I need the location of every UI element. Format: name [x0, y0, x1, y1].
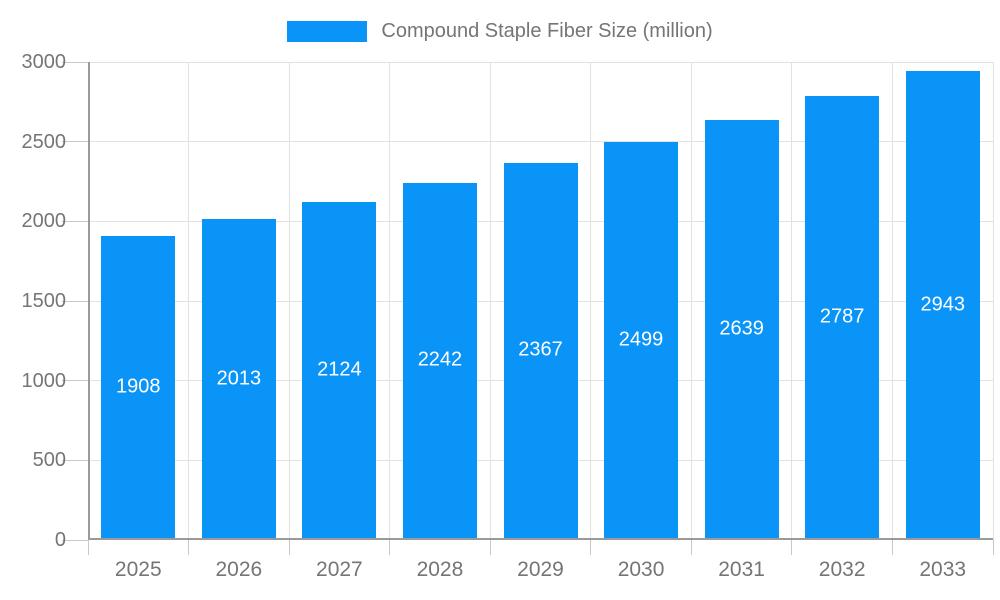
- y-gridline: [88, 141, 993, 143]
- y-tick-label: 2500: [21, 130, 67, 153]
- x-gridline: [489, 62, 491, 540]
- bar-2031: 2639: [704, 119, 779, 538]
- y-tick-label: 500: [32, 449, 66, 472]
- bar-value-label: 2013: [216, 367, 262, 390]
- bar-2033: 2943: [905, 71, 980, 538]
- x-tick-label: 2031: [718, 558, 765, 581]
- y-tick-label: 1000: [21, 369, 67, 392]
- bar-value-label: 2242: [417, 348, 463, 371]
- plot-area: 1908 2013 2124 2242 2367 2499 2639 2787 2943: [62, 61, 994, 555]
- x-tick-mark: [188, 540, 190, 555]
- y-tick-label: 3000: [21, 51, 67, 73]
- y-tick-mark: [62, 539, 88, 541]
- x-tick-label: 2029: [517, 558, 564, 581]
- x-tick-label: 2033: [919, 558, 967, 581]
- y-gridline: [88, 61, 993, 63]
- x-tick-label: 2025: [114, 558, 162, 581]
- y-tick-mark: [62, 61, 88, 63]
- bar-2029: 2367: [503, 162, 578, 538]
- x-tick-label: 2030: [617, 558, 665, 581]
- bar-2030: 2499: [604, 141, 679, 538]
- x-tick-mark: [288, 540, 290, 555]
- x-tick-label: 2028: [416, 558, 464, 581]
- y-tick-label: 0: [54, 529, 66, 551]
- y-tick-mark: [62, 459, 88, 461]
- bar-value-label: 2943: [920, 293, 965, 316]
- x-gridline: [188, 62, 190, 540]
- x-tick-label: 2026: [215, 558, 263, 581]
- bar-value-label: 2639: [719, 317, 764, 340]
- y-tick-mark: [62, 141, 88, 143]
- x-tick-mark: [590, 540, 592, 555]
- x-gridline: [389, 62, 391, 540]
- y-tick-mark: [62, 300, 88, 302]
- bar-2027: 2124: [302, 201, 377, 538]
- bar-value-label: 2367: [518, 338, 563, 361]
- x-tick-label: 2027: [316, 558, 363, 581]
- x-gridline: [891, 62, 893, 540]
- x-tick-mark: [791, 540, 793, 555]
- y-tick-mark: [62, 380, 88, 382]
- bar-value-label: 2787: [819, 305, 865, 328]
- y-tick-label: 2000: [21, 210, 67, 233]
- x-gridline: [288, 62, 290, 540]
- bar-value-label: 2499: [618, 328, 664, 351]
- x-gridline: [690, 62, 692, 540]
- bar-2028: 2242: [402, 182, 477, 538]
- y-tick-label: 1500: [21, 290, 67, 312]
- x-axis-line: [88, 538, 993, 540]
- x-gridline: [791, 62, 793, 540]
- x-tick-mark: [87, 540, 89, 555]
- bar-value-label: 1908: [116, 375, 161, 398]
- x-tick-mark: [489, 540, 491, 555]
- bar-2025: 1908: [101, 236, 176, 538]
- legend-label: Compound Staple Fiber Size (million): [381, 20, 713, 42]
- bar-value-label: 2124: [317, 358, 362, 381]
- x-tick-mark: [389, 540, 391, 555]
- y-axis-line: [88, 62, 90, 540]
- chart-legend[interactable]: Compound Staple Fiber Size (million): [0, 20, 1000, 42]
- bar-2026: 2013: [201, 219, 276, 538]
- x-tick-mark: [690, 540, 692, 555]
- x-tick-label: 2032: [818, 558, 866, 581]
- x-gridline: [590, 62, 592, 540]
- legend-swatch: [287, 20, 368, 42]
- x-tick-mark: [891, 540, 893, 555]
- x-gridline: [992, 62, 994, 540]
- x-tick-mark: [992, 540, 994, 555]
- bar-2032: 2787: [805, 95, 880, 538]
- y-tick-mark: [62, 220, 88, 222]
